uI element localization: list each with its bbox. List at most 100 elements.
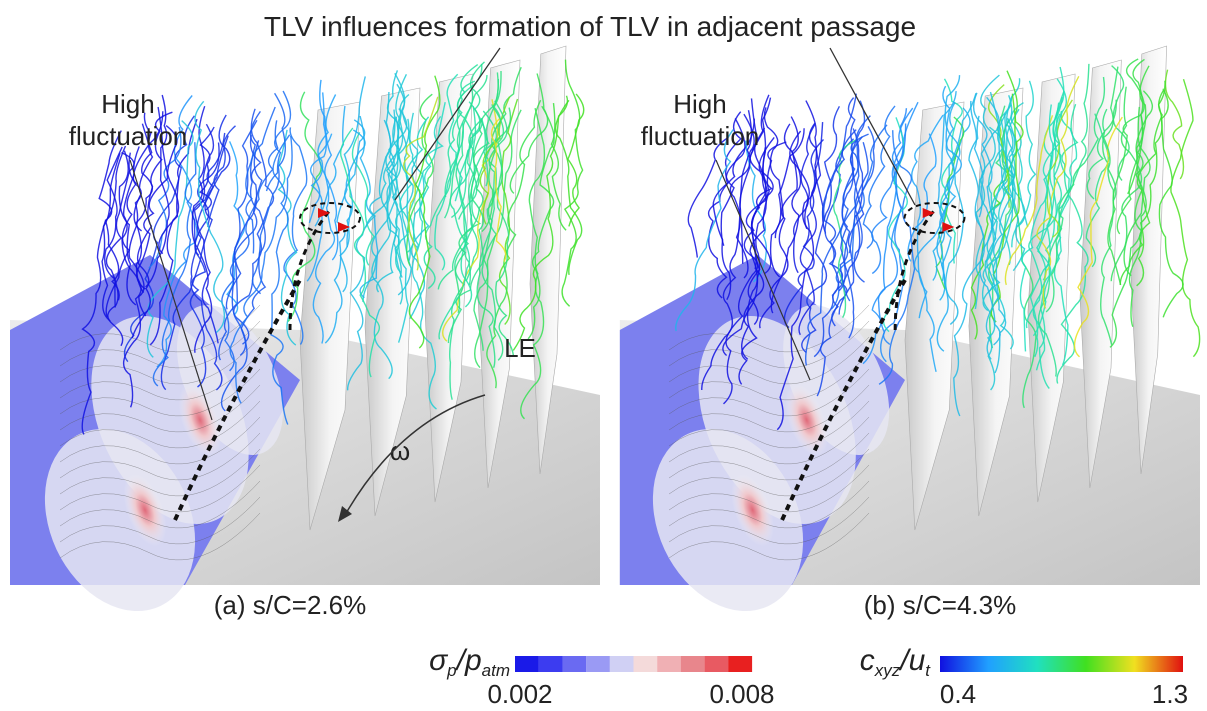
streamline: [1158, 88, 1184, 318]
contour-line: [59, 512, 261, 561]
streamline: [970, 100, 984, 218]
streamline: [191, 105, 213, 353]
streamline: [675, 129, 734, 332]
arrow-head: [338, 506, 352, 522]
streamline: [229, 135, 293, 404]
streamline: [990, 93, 1024, 323]
streamline: [135, 123, 153, 294]
contour-line: [59, 464, 261, 513]
panel-label: (b) s/C=4.3%: [864, 590, 1016, 620]
streamline: [1032, 66, 1070, 337]
streamline: [443, 61, 485, 219]
streamline: [687, 136, 729, 258]
streamline: [385, 108, 408, 278]
leader: [715, 159, 811, 381]
contour-line: [59, 496, 261, 545]
streamline: [408, 75, 441, 349]
streamline: [741, 94, 770, 360]
streamline: [1164, 69, 1185, 180]
vortex-path: [288, 209, 332, 331]
streamline: [395, 73, 409, 343]
streamline: [1037, 63, 1090, 377]
streamline: [729, 110, 753, 264]
contour-line: [59, 336, 261, 385]
colorbar-title: cxyz/ut: [860, 644, 932, 680]
streamline: [118, 150, 137, 306]
streamline: [194, 142, 220, 256]
contour-line: [668, 304, 870, 353]
streamline: [848, 126, 875, 254]
streamline: [1109, 115, 1147, 348]
streamline: [470, 78, 504, 361]
streamline: [936, 101, 957, 352]
streamline: [554, 99, 583, 276]
streamline: [822, 93, 857, 221]
vortex-marker: [922, 208, 935, 218]
colorbar-max: 1.3: [1152, 679, 1188, 709]
streamline: [133, 112, 154, 232]
streamline: [464, 117, 487, 286]
leader: [129, 159, 213, 421]
colorbar-step: [538, 656, 563, 672]
streamline: [972, 92, 1001, 346]
streamline: [1004, 115, 1054, 286]
streamline: [1001, 119, 1037, 409]
contour-line: [59, 480, 261, 529]
streamline: [1085, 113, 1110, 268]
contour-line: [668, 384, 870, 433]
vortex-ring: [299, 202, 361, 234]
streamline: [1107, 58, 1145, 286]
colorbar-step: [704, 656, 729, 672]
streamline: [738, 141, 787, 385]
rotation-arrow: [344, 394, 486, 516]
blade: [299, 101, 361, 531]
vortex-path: [780, 279, 907, 521]
vortex-marker: [942, 222, 955, 232]
streamline: [339, 127, 381, 378]
streamline: [1045, 76, 1106, 313]
streamline: [105, 152, 138, 318]
contour-line: [668, 432, 870, 481]
vortex-path: [893, 209, 936, 331]
light-region: [652, 428, 804, 612]
contour-line: [668, 400, 870, 449]
leader: [829, 47, 916, 206]
streamline: [878, 130, 916, 385]
colorbar-title: σp/patm: [429, 644, 510, 680]
streamline: [509, 73, 549, 194]
streamline: [841, 136, 863, 339]
contour-line: [59, 448, 261, 497]
vortex-marker: [318, 208, 330, 218]
streamline: [907, 133, 937, 262]
streamline: [988, 84, 1010, 208]
streamline: [862, 105, 896, 249]
streamline: [984, 108, 1020, 263]
streamline: [1170, 78, 1201, 358]
streamline: [105, 151, 135, 347]
colorbar-min: 0.002: [487, 679, 552, 709]
annotation: TLV influences formation of TLV in adjac…: [264, 11, 916, 42]
streamline: [1025, 102, 1061, 329]
streamline: [1127, 65, 1150, 195]
streamline: [371, 116, 401, 380]
streamline: [423, 83, 475, 290]
contour-line: [668, 352, 870, 401]
streamline: [862, 101, 919, 365]
fluctuation-region: [178, 383, 222, 457]
blade: [1027, 73, 1076, 503]
streamline: [220, 110, 267, 412]
marker-label: LE: [504, 333, 536, 363]
colorbar-step: [680, 656, 705, 672]
streamline: [265, 90, 292, 192]
streamline: [251, 92, 286, 295]
streamline: [409, 112, 437, 410]
contour-line: [668, 480, 870, 529]
streamline: [474, 109, 522, 369]
streamline: [1006, 93, 1026, 227]
leader: [394, 47, 501, 201]
panels: [10, 45, 1201, 612]
streamline: [567, 93, 585, 227]
streamline: [194, 100, 226, 333]
contour-line: [668, 464, 870, 513]
